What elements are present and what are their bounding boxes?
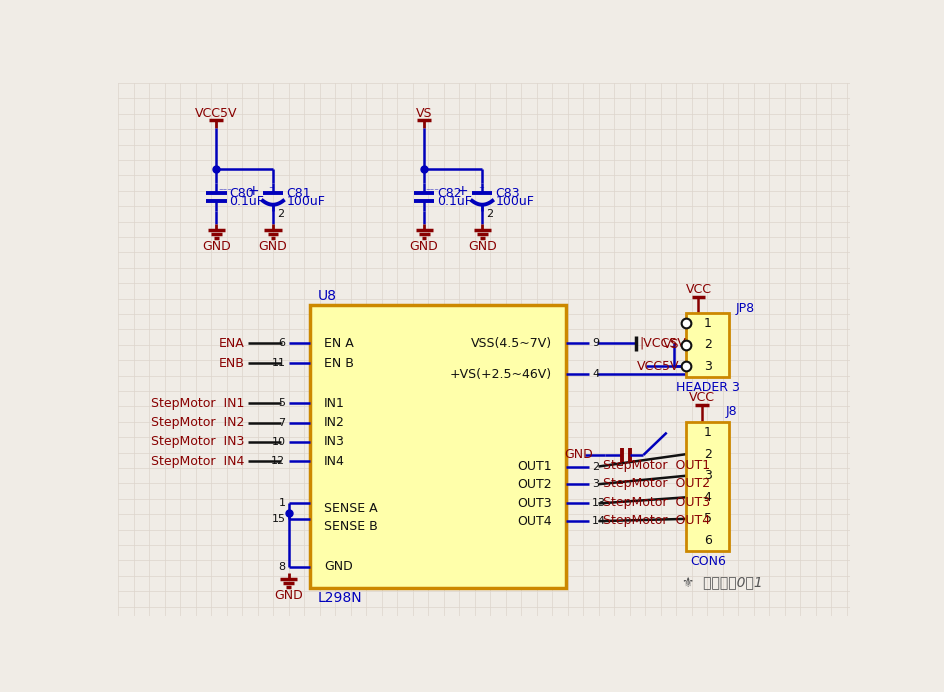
Text: |VCC5V: |VCC5V xyxy=(640,337,686,349)
Text: HEADER 3: HEADER 3 xyxy=(676,381,740,394)
Text: 6: 6 xyxy=(278,338,285,348)
Text: IN2: IN2 xyxy=(324,416,345,429)
Text: 1: 1 xyxy=(278,498,285,509)
Text: 2: 2 xyxy=(704,448,712,461)
Text: 100uF: 100uF xyxy=(496,195,534,208)
Text: ~~~: ~~~ xyxy=(426,188,440,192)
Text: C80: C80 xyxy=(229,187,254,200)
Text: 6: 6 xyxy=(704,534,712,547)
Text: CON6: CON6 xyxy=(690,556,726,569)
Text: VS: VS xyxy=(416,107,432,120)
Text: 2: 2 xyxy=(704,338,712,352)
Text: GND: GND xyxy=(324,560,353,573)
Text: VCC: VCC xyxy=(685,283,712,296)
Text: 14: 14 xyxy=(592,516,606,526)
Text: 2: 2 xyxy=(486,209,494,219)
Text: 3: 3 xyxy=(592,479,599,489)
Text: EN A: EN A xyxy=(324,337,354,349)
Text: 5: 5 xyxy=(704,512,712,525)
Text: +: + xyxy=(457,184,468,198)
Text: OUT3: OUT3 xyxy=(517,497,552,510)
Text: J8: J8 xyxy=(726,405,737,417)
Bar xyxy=(311,304,566,588)
Text: ~~~: ~~~ xyxy=(218,188,232,192)
Text: 2: 2 xyxy=(592,462,599,471)
Text: 0.1uF: 0.1uF xyxy=(437,195,472,208)
Text: JP8: JP8 xyxy=(735,302,755,315)
Text: 13: 13 xyxy=(592,498,606,509)
Text: 4: 4 xyxy=(592,369,599,379)
Text: GND: GND xyxy=(565,448,593,462)
Text: StepMotor  OUT2: StepMotor OUT2 xyxy=(603,477,710,490)
Text: GND: GND xyxy=(202,240,230,253)
Bar xyxy=(686,422,730,552)
Text: SENSE A: SENSE A xyxy=(324,502,378,516)
Text: 12: 12 xyxy=(271,456,285,466)
Text: GND: GND xyxy=(259,240,287,253)
Text: VCC5V: VCC5V xyxy=(195,107,238,120)
Text: OUT1: OUT1 xyxy=(517,460,552,473)
Text: C81: C81 xyxy=(286,187,311,200)
Text: ~: ~ xyxy=(268,185,275,191)
Text: 7: 7 xyxy=(278,417,285,428)
Text: GND: GND xyxy=(410,240,439,253)
Text: IN1: IN1 xyxy=(324,397,345,410)
Text: SENSE B: SENSE B xyxy=(324,520,378,533)
Text: StepMotor  IN2: StepMotor IN2 xyxy=(151,416,244,429)
Text: C83: C83 xyxy=(496,187,520,200)
Text: 15: 15 xyxy=(272,514,285,524)
Text: +: + xyxy=(247,184,259,198)
Text: ⚜️  嵌入式从0到1: ⚜️ 嵌入式从0到1 xyxy=(683,575,763,589)
Text: 3: 3 xyxy=(704,360,712,373)
Text: VSS(4.5~7V): VSS(4.5~7V) xyxy=(471,337,552,349)
Text: ENA: ENA xyxy=(219,337,244,349)
Text: L298N: L298N xyxy=(318,591,362,606)
Text: VCC: VCC xyxy=(688,391,715,403)
Text: 0.1uF: 0.1uF xyxy=(229,195,264,208)
Text: StepMotor  IN4: StepMotor IN4 xyxy=(151,455,244,468)
Text: 1: 1 xyxy=(704,317,712,330)
Text: IN3: IN3 xyxy=(324,435,345,448)
Text: U8: U8 xyxy=(318,289,337,302)
Text: 5: 5 xyxy=(278,399,285,408)
Text: 100uF: 100uF xyxy=(286,195,325,208)
Text: StepMotor  IN3: StepMotor IN3 xyxy=(151,435,244,448)
Text: OUT2: OUT2 xyxy=(517,477,552,491)
Text: 10: 10 xyxy=(272,437,285,447)
Text: ENB: ENB xyxy=(218,357,244,370)
Text: StepMotor  OUT3: StepMotor OUT3 xyxy=(603,496,710,509)
Text: 4: 4 xyxy=(704,491,712,504)
Text: GND: GND xyxy=(274,589,303,601)
Text: C82: C82 xyxy=(437,187,462,200)
Text: 9: 9 xyxy=(592,338,599,348)
Text: 8: 8 xyxy=(278,562,285,572)
Text: +VS(+2.5~46V): +VS(+2.5~46V) xyxy=(450,367,552,381)
Text: VCC5V: VCC5V xyxy=(637,360,680,373)
Text: 1: 1 xyxy=(704,426,712,439)
Text: StepMotor  IN1: StepMotor IN1 xyxy=(151,397,244,410)
Text: EN B: EN B xyxy=(324,357,354,370)
Text: 2: 2 xyxy=(277,209,284,219)
Text: OUT4: OUT4 xyxy=(517,515,552,528)
Text: IN4: IN4 xyxy=(324,455,345,468)
Text: StepMotor  OUT1: StepMotor OUT1 xyxy=(603,459,710,472)
Text: VS: VS xyxy=(664,338,680,352)
Text: ~: ~ xyxy=(478,185,483,191)
Bar xyxy=(686,313,730,377)
Text: GND: GND xyxy=(468,240,497,253)
Text: StepMotor  OUT4: StepMotor OUT4 xyxy=(603,514,710,527)
Text: 3: 3 xyxy=(704,469,712,482)
Text: 11: 11 xyxy=(272,358,285,368)
